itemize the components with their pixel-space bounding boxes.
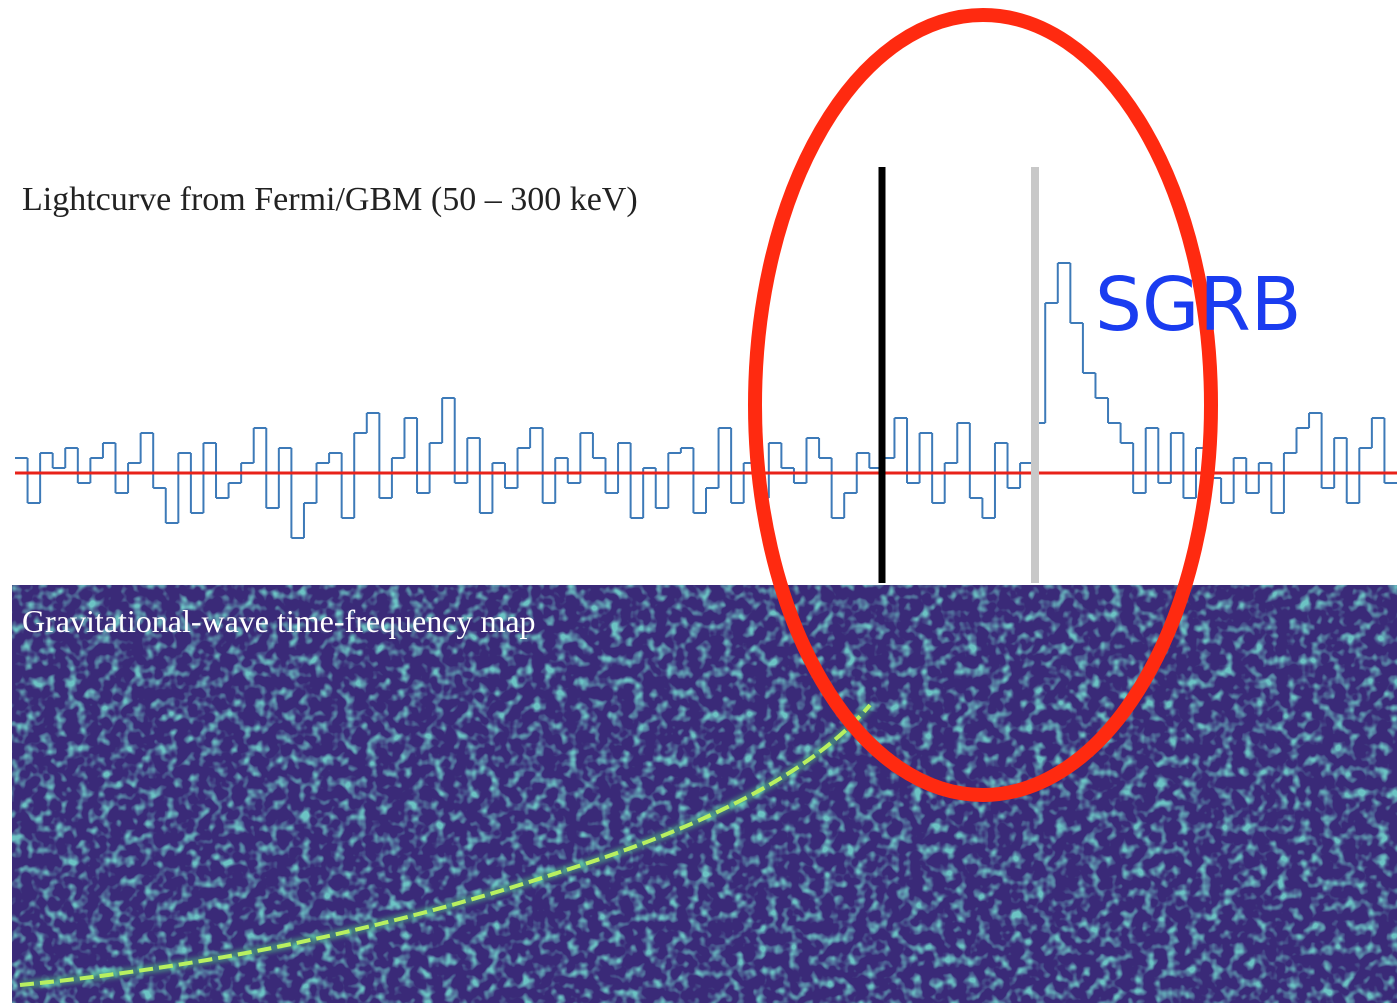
chirp-track	[19, 703, 872, 987]
map-title: Gravitational-wave time-frequency map	[22, 603, 536, 639]
annotation: SGRB	[1095, 262, 1302, 348]
lightcurve-title: Lightcurve from Fermi/GBM (50 – 300 keV)	[22, 181, 638, 218]
map-noise	[12, 585, 1397, 1003]
highlight-ellipse	[748, 8, 1218, 802]
gw-map	[12, 585, 1397, 1003]
